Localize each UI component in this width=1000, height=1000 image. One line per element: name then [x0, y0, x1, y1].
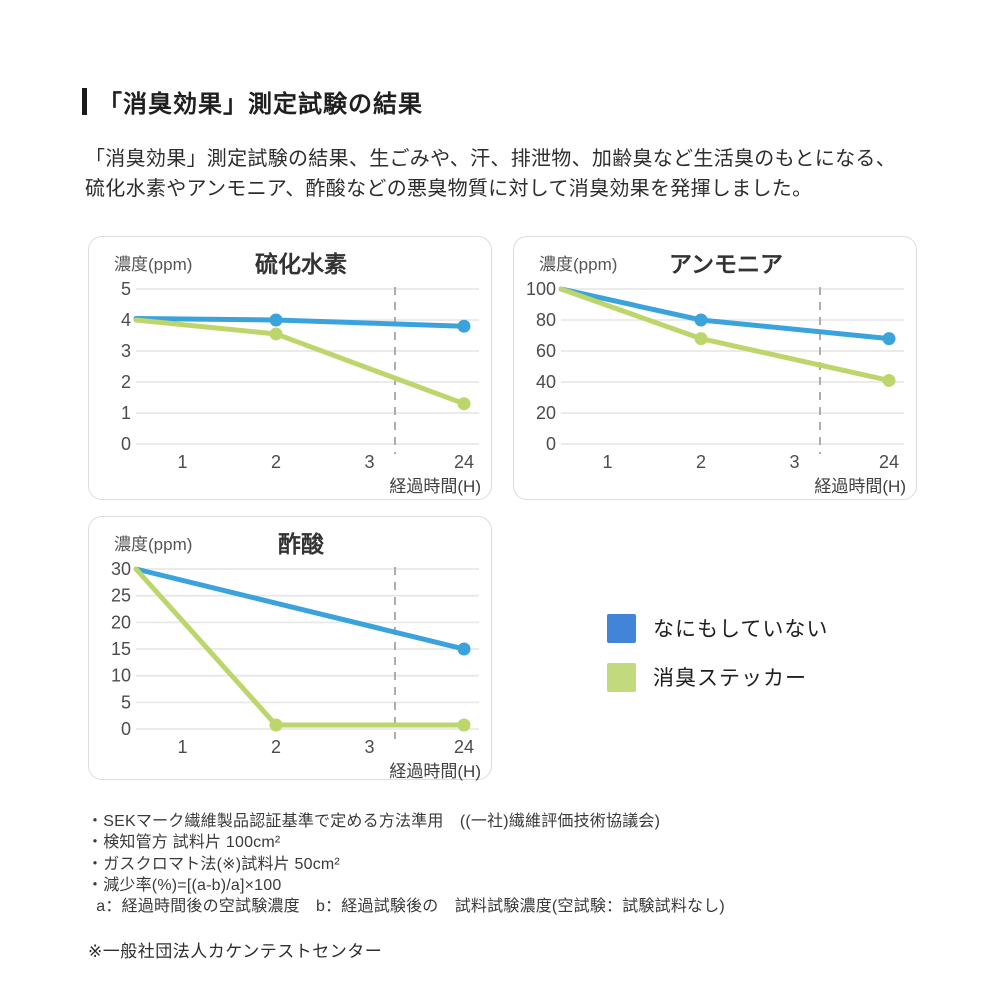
footnote-line: ・減少率(%)=[(a-b)/a]×100: [87, 876, 282, 894]
x-tick-label: 24: [454, 452, 474, 472]
series-line-0: [133, 566, 467, 652]
y-axis-unit-label: 濃度(ppm): [114, 255, 192, 274]
series-dot-0: [694, 313, 708, 327]
chart-svg: 100 80 60 40 20 0 1 2 3 24 経過時間(H) 濃度(ppm) アンモニア: [526, 251, 906, 496]
chart-svg: 30 25 20 15 10 5 0 1 2 3 24 経過時間(H) 濃度(ppm) 酢酸: [111, 531, 481, 781]
description-text: 「消臭効果」測定試験の結果、生ごみや、汗、排泄物、加齢臭など生活臭のもとになる、…: [85, 148, 896, 200]
x-tick-label: 1: [602, 452, 612, 472]
y-tick-label: 0: [121, 434, 131, 454]
chart-panel-acetic-acid: 30 25 20 15 10 5 0 1 2 3 24 経過時間(H) 濃度(ppm) 酢酸: [88, 516, 492, 781]
chart-panel-hydrogen-sulfide: 5 4 3 2 1 0 1 2 3 24 経過時間(H) 濃度(ppm) 硫化水素: [88, 236, 492, 500]
series-dot-1: [457, 718, 471, 732]
footnote-line: ・SEKマーク繊維製品認証基準で定める方法準用 ((一社)繊維評価技術協議会): [87, 813, 661, 830]
chart-panel-ammonia: 100 80 60 40 20 0 1 2 3 24 経過時間(H) 濃度(ppm) アンモニア: [513, 236, 917, 500]
series-dot-0: [269, 313, 283, 327]
y-tick-label: 25: [111, 586, 131, 606]
y-tick-label: 3: [121, 341, 131, 361]
legend-swatch-blue: [607, 613, 636, 643]
chart-title: アンモニア: [669, 251, 783, 277]
y-tick-label: 80: [536, 310, 556, 330]
legend-label: なにもしていない: [653, 618, 829, 641]
y-tick-label: 10: [111, 666, 131, 686]
x-axis-label: 経過時間(H): [389, 477, 481, 496]
y-axis-unit-label: 濃度(ppm): [539, 255, 617, 274]
x-tick-label: 1: [177, 737, 187, 757]
footnote-line: a：経過時間後の空試験濃度 b：経過試験後の 試料試験濃度(空試験：試験試料なし…: [87, 898, 725, 916]
series-dot-0: [457, 319, 471, 333]
x-tick-label: 2: [271, 737, 281, 757]
chart-title: 硫化水素: [255, 251, 347, 277]
x-axis-label: 経過時間(H): [389, 762, 481, 781]
x-axis-label: 経過時間(H): [814, 477, 906, 496]
series-dot-1: [457, 397, 471, 411]
x-tick-label: 24: [879, 452, 899, 472]
x-tick-label: 3: [364, 452, 374, 472]
series-dot-1: [269, 718, 283, 732]
page-header: 「消臭効果」測定試験の結果: [82, 84, 423, 119]
chart-title: 酢酸: [278, 531, 325, 557]
y-tick-label: 40: [536, 372, 556, 392]
series-line-0: [558, 286, 892, 342]
x-tick-label: 2: [696, 452, 706, 472]
series-dot-0: [882, 332, 896, 346]
x-tick-label: 3: [364, 737, 374, 757]
footnote-line: ・ガスクロマト法(※)試料片 50cm²: [87, 855, 340, 873]
series-dot-1: [269, 327, 283, 341]
x-tick-label: 2: [271, 452, 281, 472]
chart-svg: 5 4 3 2 1 0 1 2 3 24 経過時間(H) 濃度(ppm) 硫化水素: [114, 251, 481, 496]
y-tick-label: 20: [536, 403, 556, 423]
title-accent-bar: [82, 88, 87, 115]
source-note: ※一般社団法人カケンテストセンター: [88, 942, 383, 961]
x-tick-label: 3: [789, 452, 799, 472]
y-tick-label: 0: [546, 434, 556, 454]
y-tick-label: 4: [121, 310, 131, 330]
y-tick-label: 60: [536, 341, 556, 361]
x-tick-label: 24: [454, 737, 474, 757]
y-tick-label: 30: [111, 559, 131, 579]
y-tick-label: 15: [111, 639, 131, 659]
y-tick-label: 1: [121, 403, 131, 423]
legend-item-untreated: なにもしていない: [607, 613, 828, 643]
y-tick-label: 0: [121, 719, 131, 739]
series-dot-1: [694, 332, 708, 346]
legend-label: 消臭ステッカー: [653, 667, 807, 690]
series-dot-1: [882, 373, 896, 387]
y-tick-label: 5: [121, 279, 131, 299]
footnotes: ・SEKマーク繊維製品認証基準で定める方法準用 ((一社)繊維評価技術協議会) ・…: [87, 811, 725, 917]
legend-item-deodorant-sticker: 消臭ステッカー: [607, 662, 828, 692]
series-dot-0: [457, 642, 471, 656]
chart-legend: なにもしていない 消臭ステッカー: [607, 613, 828, 692]
legend-swatch-green: [607, 662, 636, 692]
y-tick-label: 20: [111, 612, 131, 632]
y-tick-label: 2: [121, 372, 131, 392]
page-title: 「消臭効果」測定試験の結果: [98, 91, 423, 118]
y-tick-label: 100: [526, 279, 556, 299]
y-axis-unit-label: 濃度(ppm): [114, 535, 192, 554]
footnote-line: ・検知管方 試料片 100cm²: [87, 834, 281, 852]
y-tick-label: 5: [121, 692, 131, 712]
x-tick-label: 1: [177, 452, 187, 472]
series-line-1: [133, 317, 467, 407]
